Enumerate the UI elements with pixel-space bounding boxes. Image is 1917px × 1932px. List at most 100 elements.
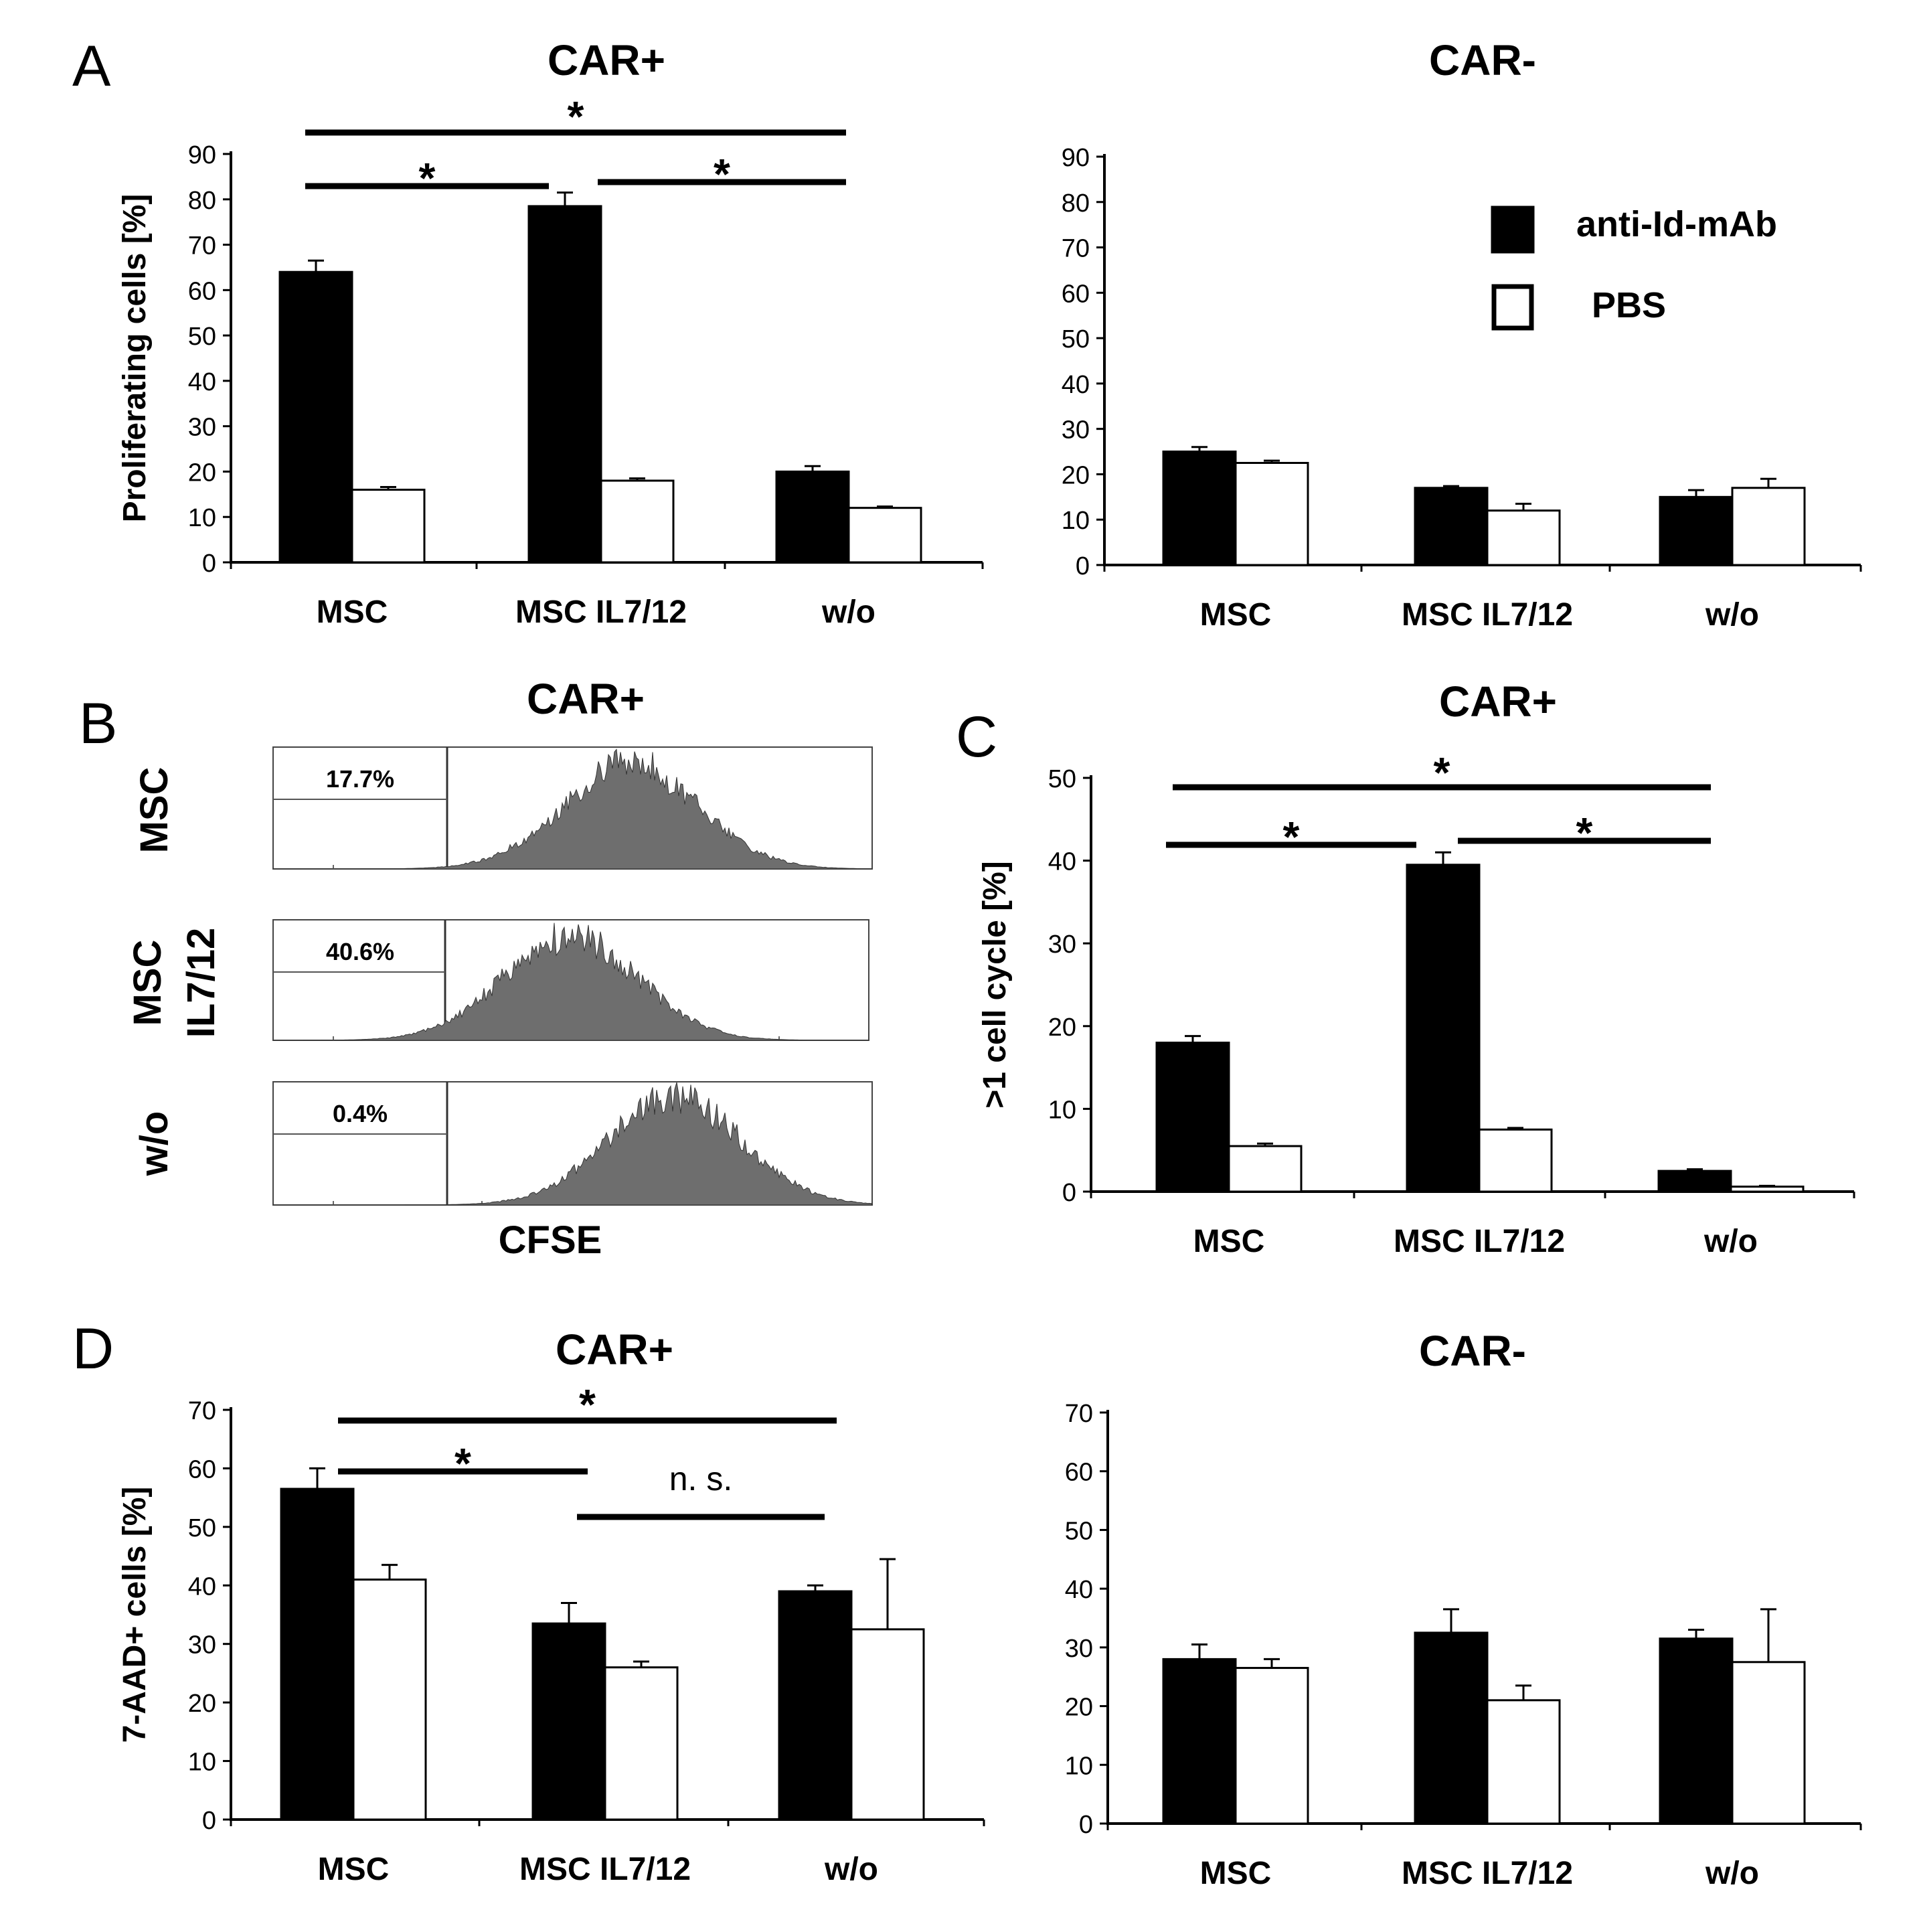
y-tick-label: 0 bbox=[202, 1807, 216, 1835]
significance-label: * bbox=[568, 92, 584, 141]
bar-anti-id-mab bbox=[778, 1590, 853, 1821]
y-tick-label: 80 bbox=[1062, 189, 1090, 218]
x-category-label: w/o bbox=[1703, 1224, 1758, 1259]
legend-swatch-anti-id-mab bbox=[1491, 206, 1535, 254]
legend-swatch-pbs bbox=[1491, 284, 1534, 331]
bar-anti-id-mab bbox=[280, 1487, 355, 1821]
significance-label: * bbox=[454, 1439, 471, 1487]
bar-anti-id-mab bbox=[527, 205, 602, 564]
y-tick-label: 40 bbox=[1048, 848, 1076, 876]
chart-title: CAR- bbox=[1419, 1327, 1526, 1375]
x-category-label: MSC IL7/12 bbox=[1402, 1856, 1573, 1891]
y-tick-label: 20 bbox=[1048, 1014, 1076, 1042]
bar-pbs bbox=[850, 1628, 925, 1821]
y-tick-label: 70 bbox=[1062, 235, 1090, 263]
x-category-label: w/o bbox=[1705, 597, 1759, 633]
y-tick-label: 60 bbox=[188, 1455, 216, 1483]
legend-label-anti-id-mab: anti-Id-mAb bbox=[1576, 204, 1777, 244]
bar-anti-id-mab bbox=[1162, 451, 1237, 566]
bar-pbs bbox=[1478, 1128, 1553, 1193]
chart-c: CAR+ 0 10 20 30 40 50 >1 cell cycle [%] MSC MSC I… bbox=[977, 677, 1855, 1259]
legend-label-pbs: PBS bbox=[1592, 285, 1666, 325]
histogram-distribution bbox=[273, 1082, 873, 1206]
chart-title: CAR+ bbox=[527, 675, 645, 723]
y-tick-label: 40 bbox=[188, 1573, 216, 1601]
y-tick-label: 30 bbox=[1048, 931, 1076, 959]
bar-anti-id-mab bbox=[531, 1622, 606, 1821]
bar-pbs bbox=[1234, 462, 1309, 566]
x-category-label: w/o bbox=[821, 594, 876, 630]
bar-anti-id-mab bbox=[1414, 487, 1489, 566]
y-tick-label: 20 bbox=[188, 1690, 216, 1718]
y-tick-label: 80 bbox=[188, 187, 216, 215]
x-category-label: MSC bbox=[1200, 1856, 1272, 1891]
y-tick-label: 10 bbox=[1048, 1096, 1076, 1124]
y-axis-label: >1 cell cycle [%] bbox=[977, 861, 1013, 1109]
gate-percentage: 0.4% bbox=[333, 1100, 388, 1127]
histogram-distribution bbox=[273, 748, 873, 870]
histogram-distribution bbox=[273, 922, 869, 1041]
bar-pbs bbox=[604, 1666, 679, 1821]
y-tick-label: 20 bbox=[1065, 1694, 1093, 1722]
bar-anti-id-mab bbox=[1155, 1042, 1230, 1193]
chart-a-left: CAR+ 0 10 20 30 40 50 60 70 80 90 Proliferating cel… bbox=[117, 36, 984, 630]
x-category-label: MSC bbox=[317, 594, 388, 630]
chart-a-right: CAR- 0 10 20 30 40 50 60 70 80 90 MSC MSC IL7/12 w/o bbox=[1062, 36, 1862, 633]
bar-pbs bbox=[1228, 1145, 1303, 1193]
y-tick-label: 30 bbox=[1065, 1635, 1093, 1663]
bar-pbs bbox=[1486, 509, 1561, 566]
x-category-label: w/o bbox=[824, 1852, 878, 1887]
row-label: IL7/12 bbox=[179, 928, 223, 1038]
x-category-label: MSC IL7/12 bbox=[1394, 1224, 1565, 1259]
chart-title: CAR+ bbox=[556, 1325, 673, 1374]
histogram-row: 0.4% w/o bbox=[133, 1081, 873, 1206]
y-tick-label: 90 bbox=[188, 141, 216, 169]
bar-anti-id-mab bbox=[278, 270, 353, 564]
y-tick-label: 50 bbox=[1062, 325, 1090, 353]
y-axis-label: 7-AAD+ cells [%] bbox=[117, 1487, 153, 1743]
bar-anti-id-mab bbox=[1414, 1631, 1489, 1825]
y-tick-label: 30 bbox=[188, 1631, 216, 1660]
y-tick-label: 60 bbox=[1065, 1459, 1093, 1487]
bar-anti-id-mab bbox=[1659, 1637, 1734, 1825]
panel-label-c: C bbox=[956, 705, 997, 769]
chart-title: CAR+ bbox=[1439, 677, 1557, 726]
bar-pbs bbox=[1731, 487, 1806, 566]
x-category-label: MSC bbox=[1193, 1224, 1265, 1259]
row-label: MSC bbox=[133, 767, 176, 854]
significance-label: * bbox=[1434, 748, 1450, 797]
x-axis-label: CFSE bbox=[499, 1218, 602, 1262]
x-category-label: MSC bbox=[1200, 597, 1272, 633]
bar-anti-id-mab bbox=[1406, 864, 1481, 1193]
bar-pbs bbox=[1731, 1661, 1806, 1825]
y-tick-label: 50 bbox=[1048, 765, 1076, 793]
y-tick-label: 70 bbox=[188, 1397, 216, 1425]
x-category-label: MSC IL7/12 bbox=[519, 1852, 691, 1887]
panel-label-a: A bbox=[72, 34, 111, 98]
bar-pbs bbox=[351, 489, 426, 564]
significance-label: n. s. bbox=[669, 1460, 732, 1498]
row-label: w/o bbox=[133, 1111, 176, 1177]
row-label: MSC bbox=[126, 940, 169, 1026]
significance-label: * bbox=[1283, 813, 1300, 861]
significance-label: * bbox=[714, 150, 730, 198]
bar-anti-id-mab bbox=[1162, 1658, 1237, 1825]
gate-percentage: 17.7% bbox=[326, 765, 394, 793]
bar-anti-id-mab bbox=[1659, 495, 1734, 566]
y-tick-label: 10 bbox=[1062, 507, 1090, 535]
bar-pbs bbox=[600, 479, 675, 564]
panel-label-d: D bbox=[72, 1317, 114, 1381]
bar-pbs bbox=[352, 1579, 427, 1821]
y-tick-label: 0 bbox=[202, 550, 216, 578]
chart-d-right: CAR- 0 10 20 30 40 50 60 70 MSC MSC IL7/12 w/o bbox=[1065, 1327, 1862, 1891]
significance-label: * bbox=[1576, 809, 1593, 857]
y-tick-label: 0 bbox=[1062, 1179, 1076, 1207]
y-tick-label: 10 bbox=[188, 504, 216, 532]
y-tick-label: 0 bbox=[1079, 1811, 1093, 1839]
bar-pbs bbox=[1486, 1699, 1561, 1825]
significance-label: * bbox=[419, 154, 436, 202]
y-tick-label: 20 bbox=[188, 459, 216, 487]
histogram-row: 40.6% MSC IL7/12 bbox=[126, 919, 869, 1041]
